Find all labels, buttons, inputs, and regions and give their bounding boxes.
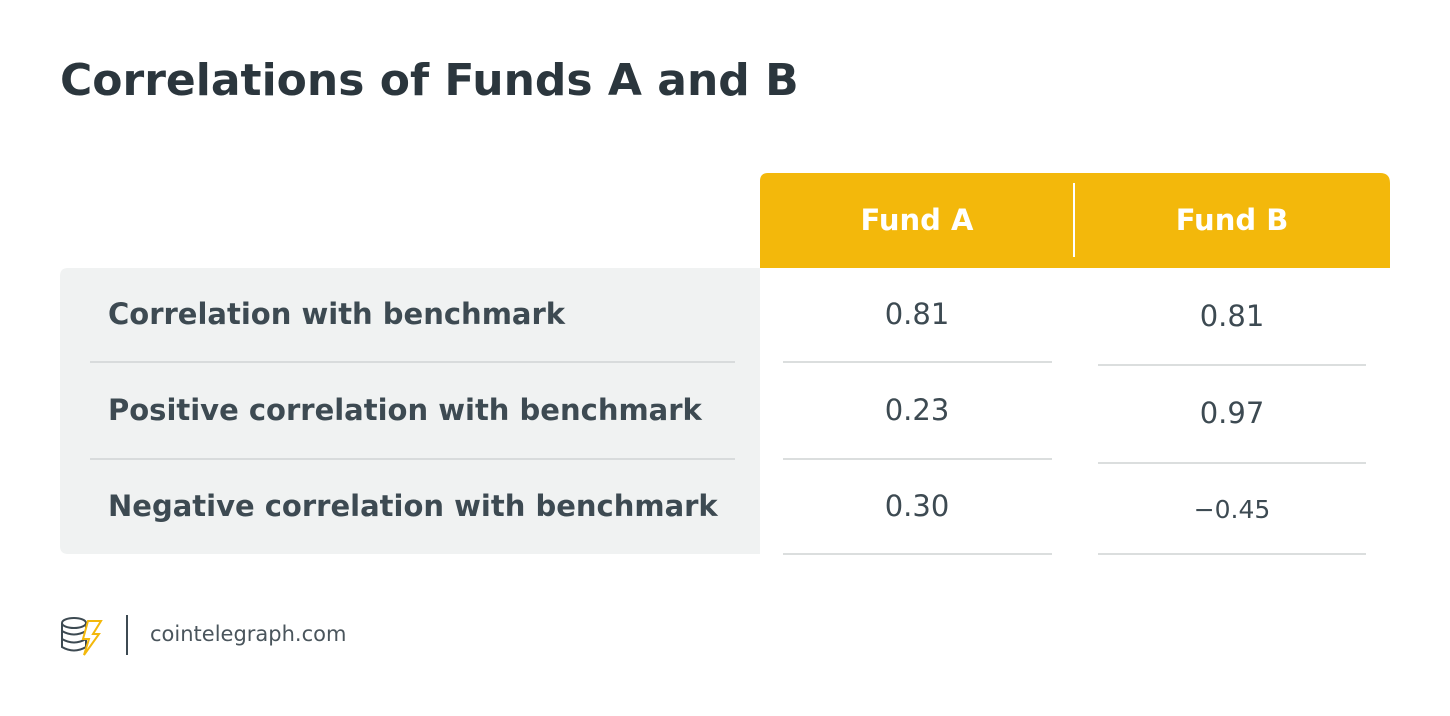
row-label: Positive correlation with benchmark — [108, 393, 703, 427]
column-header: Fund A — [861, 203, 975, 237]
logo — [61, 617, 103, 656]
cell-value: 0.97 — [1200, 396, 1265, 430]
column-header: Fund B — [1176, 203, 1289, 237]
row-label: Correlation with benchmark — [108, 297, 566, 331]
cell-value: 0.30 — [885, 489, 950, 523]
cell-value: 0.23 — [885, 393, 950, 427]
row-label: Negative correlation with benchmark — [108, 489, 718, 523]
row-label-panel — [60, 268, 760, 554]
cell-value: 0.81 — [885, 297, 950, 331]
cell-value: 0.81 — [1200, 299, 1265, 333]
source: cointelegraph.com — [150, 622, 346, 646]
title: Correlations of Funds A and B — [60, 55, 799, 106]
cell-value: −0.45 — [1194, 495, 1271, 524]
